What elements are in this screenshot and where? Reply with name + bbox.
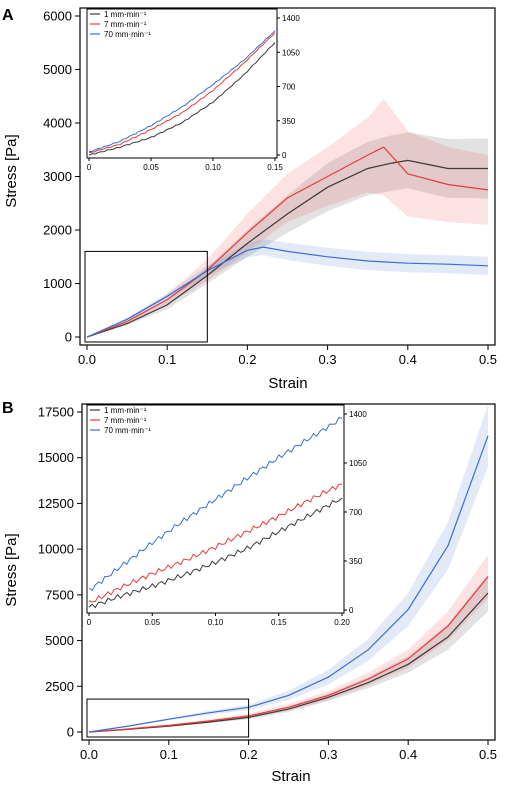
- inset-x-tick-label: 0.15: [267, 163, 283, 172]
- y-tick-label: 15000: [38, 450, 74, 465]
- series-line-1: [86, 159, 488, 338]
- series-line-2: [88, 576, 489, 733]
- y-tick-label: 0: [67, 725, 74, 740]
- legend-label-2: 7 mm·min⁻¹: [104, 20, 147, 29]
- panel-b-label: B: [2, 400, 14, 417]
- inset-y-tick-label: 1050: [349, 459, 367, 468]
- legend-label-1: 1 mm·min⁻¹: [104, 10, 147, 19]
- inset-y-tick-label: 700: [349, 508, 363, 517]
- legend-label-3: 70 mm·min⁻¹: [104, 30, 151, 39]
- y-tick-label: 5000: [43, 62, 72, 77]
- band-3: [87, 239, 488, 337]
- series-line-3: [88, 435, 489, 733]
- y-tick-label: 6000: [43, 9, 72, 24]
- x-tick-label: 0.3: [319, 352, 337, 367]
- legend-label-1: 1 mm·min⁻¹: [104, 406, 147, 415]
- inset-y-tick-label: 1400: [349, 410, 367, 419]
- inset-frame: [86, 404, 345, 614]
- panel-b-xlabel: Strain: [271, 768, 310, 785]
- inset-x-tick-label: 0.05: [143, 163, 159, 172]
- band-1: [87, 132, 488, 337]
- panel-b: B Strain Stress [Pa] 0.0 0.1 0.2 0.3 0.4 0.5 0…: [2, 400, 497, 785]
- inset-x-tick-label: 0.10: [205, 163, 221, 172]
- inset-frame: [86, 8, 278, 159]
- inset-x-tick-label: 0.10: [208, 618, 224, 627]
- plot-frame: [81, 403, 496, 741]
- y-tick-label: 2000: [43, 223, 72, 238]
- y-tick-label: 17500: [38, 405, 74, 420]
- inset-y-tick-label: 350: [282, 117, 296, 126]
- inset-y-tick-label: 0: [282, 151, 287, 160]
- y-tick-label: 5000: [45, 633, 74, 648]
- x-tick-label: 0.1: [158, 352, 176, 367]
- y-tick-label: 7500: [45, 587, 74, 602]
- x-tick-label: 0.5: [479, 352, 497, 367]
- panel-b-ylabel: Stress [Pa]: [3, 533, 20, 606]
- inset-x-tick-label: 0.15: [271, 618, 287, 627]
- inset-series-line-1: [88, 497, 343, 609]
- y-tick-label: 10000: [38, 542, 74, 557]
- x-tick-label: 0.4: [399, 352, 417, 367]
- x-tick-label: 0.2: [240, 747, 258, 762]
- inset-y-tick-label: 350: [349, 557, 363, 566]
- y-tick-label: 3000: [43, 169, 72, 184]
- x-tick-label: 0.2: [238, 352, 256, 367]
- band-2: [87, 98, 488, 338]
- series-line-3: [86, 246, 489, 338]
- legend-label-2: 7 mm·min⁻¹: [104, 416, 147, 425]
- inset-y-tick-label: 1400: [282, 14, 300, 23]
- x-tick-label: 0.5: [479, 747, 497, 762]
- x-tick-label: 0.0: [78, 352, 96, 367]
- y-tick-label: 2500: [45, 679, 74, 694]
- inset-series-line-3: [88, 417, 343, 592]
- panel-a-ylabel: Stress [Pa]: [3, 134, 20, 207]
- panel-a: A Strain Stress [Pa] 0.0 0.1 0.2 0.3 0.4 0.5 0…: [2, 7, 497, 392]
- inset-x-tick-label: 0.05: [144, 618, 160, 627]
- series-line-2: [86, 146, 489, 338]
- x-tick-label: 0.3: [319, 747, 337, 762]
- inset-y-tick-label: 700: [282, 83, 296, 92]
- y-tick-label: 0: [65, 330, 72, 345]
- inset-series-line-1: [88, 42, 276, 156]
- legend-label-3: 70 mm·min⁻¹: [104, 426, 151, 435]
- y-tick-label: 1000: [43, 276, 72, 291]
- x-tick-label: 0.1: [160, 747, 178, 762]
- y-tick-label: 12500: [38, 496, 74, 511]
- zoom-box: [86, 698, 250, 738]
- x-tick-label: 0.4: [399, 747, 417, 762]
- x-tick-label: 0.0: [80, 747, 98, 762]
- inset-y-tick-label: 0: [349, 606, 354, 615]
- inset-series-line-2: [88, 483, 343, 603]
- inset-series-line-2: [88, 32, 276, 153]
- inset-x-tick-label: 0.20: [334, 618, 350, 627]
- zoom-box: [84, 250, 208, 343]
- inset-y-tick-label: 1050: [282, 48, 300, 57]
- inset-series-line-3: [89, 30, 276, 152]
- y-tick-label: 4000: [43, 116, 72, 131]
- panel-a-xlabel: Strain: [268, 375, 307, 392]
- inset-x-tick-label: 0: [87, 618, 92, 627]
- inset-x-tick-label: 0: [87, 163, 92, 172]
- panel-a-label: A: [2, 7, 14, 24]
